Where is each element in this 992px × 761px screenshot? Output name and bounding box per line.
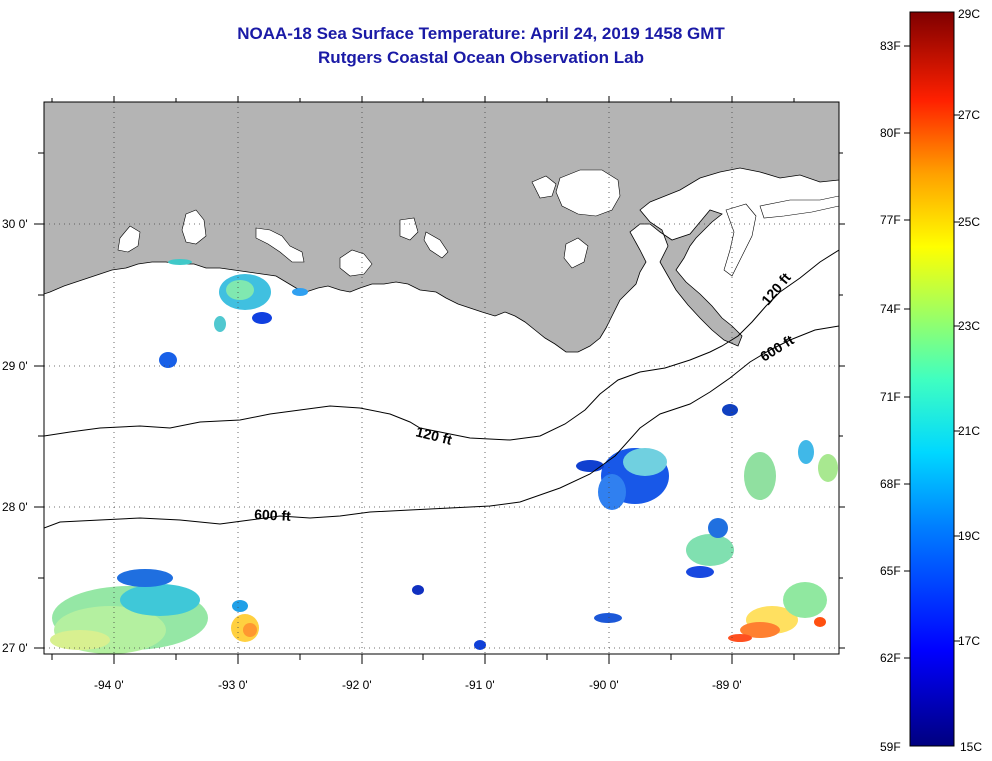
lon-ticks bbox=[51, 96, 795, 664]
lake-maurepas bbox=[531, 175, 557, 199]
contour-120ft bbox=[44, 249, 839, 441]
sst-patches bbox=[50, 259, 838, 654]
contour-label-600-west: 600 ft bbox=[254, 506, 292, 524]
cb-f-83: 83F bbox=[880, 39, 901, 53]
lon-label-94: -94 0' bbox=[94, 678, 124, 692]
lat-ticks bbox=[34, 152, 845, 649]
cb-c-23: 23C bbox=[958, 319, 980, 333]
lon-label-90: -90 0' bbox=[589, 678, 619, 692]
cb-c-15: 15C bbox=[960, 740, 982, 754]
cb-f-80: 80F bbox=[880, 126, 901, 140]
colorbar bbox=[909, 11, 955, 747]
breton-sound bbox=[759, 195, 839, 219]
cb-c-19: 19C bbox=[958, 529, 980, 543]
lat-label-29: 29 0' bbox=[2, 359, 28, 373]
land-mass bbox=[44, 102, 839, 353]
cb-c-21: 21C bbox=[958, 424, 980, 438]
lat-label-27: 27 0' bbox=[2, 641, 28, 655]
cb-f-71: 71F bbox=[880, 390, 901, 404]
colorbar-ticks bbox=[904, 45, 960, 659]
cb-f-68: 68F bbox=[880, 477, 901, 491]
lake-pontchartrain bbox=[555, 169, 621, 217]
lon-label-92: -92 0' bbox=[342, 678, 372, 692]
cb-c-27: 27C bbox=[958, 108, 980, 122]
cb-f-74: 74F bbox=[880, 302, 901, 316]
cb-f-77: 77F bbox=[880, 213, 901, 227]
map-subtitle: Rutgers Coastal Ocean Observation Lab bbox=[318, 48, 644, 67]
cb-c-25: 25C bbox=[958, 215, 980, 229]
lat-label-30: 30 0' bbox=[2, 217, 28, 231]
cb-f-62: 62F bbox=[880, 651, 901, 665]
lake-white bbox=[399, 217, 419, 241]
lake-salvador bbox=[563, 237, 589, 269]
lake-west bbox=[181, 209, 207, 245]
lon-label-89: -89 0' bbox=[712, 678, 742, 692]
coastal-marsh bbox=[339, 249, 373, 277]
lon-label-91: -91 0' bbox=[465, 678, 495, 692]
cb-f-59: 59F bbox=[880, 740, 901, 754]
gridlines bbox=[44, 102, 839, 654]
contour-600ft bbox=[44, 325, 839, 529]
map-title: NOAA-18 Sea Surface Temperature: April 2… bbox=[237, 24, 725, 43]
lake-terrebonne bbox=[423, 231, 449, 259]
cb-c-17: 17C bbox=[958, 634, 980, 648]
lon-label-93: -93 0' bbox=[218, 678, 248, 692]
lake-grand bbox=[255, 227, 305, 263]
lake-calcasieu bbox=[117, 225, 141, 253]
lat-label-28: 28 0' bbox=[2, 500, 28, 514]
cb-f-65: 65F bbox=[880, 564, 901, 578]
cb-c-29: 29C bbox=[958, 7, 980, 21]
